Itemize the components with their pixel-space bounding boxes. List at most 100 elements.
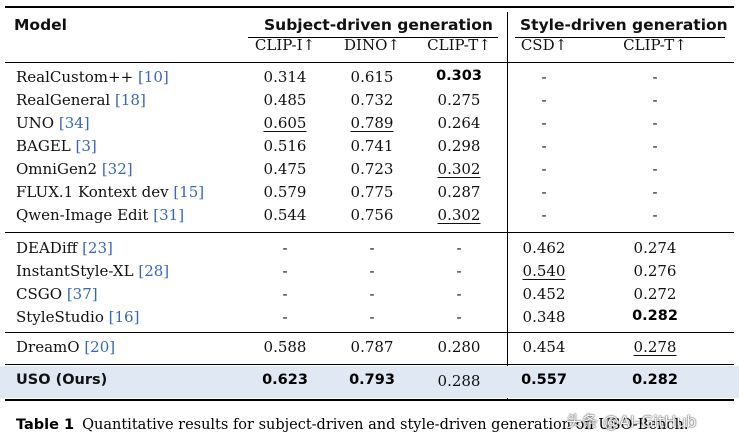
table-cell: 0.298 <box>437 137 481 155</box>
table-cell: 0.272 <box>633 285 677 303</box>
table-cell: 0.557 <box>521 372 567 388</box>
table-cell: 0.282 <box>632 308 678 324</box>
table-cell: - <box>541 68 547 86</box>
table-row: InstantStyle-XL [28] - - - 0.540 0.276 <box>0 260 739 283</box>
table-row: RealGeneral [18] 0.485 0.732 0.275 - - <box>0 89 739 112</box>
table-cell: - <box>282 262 288 280</box>
dreamo-bottom-rule <box>5 364 734 365</box>
subject-driven-group-header: Subject-driven generation <box>264 16 493 34</box>
table-cell: 0.462 <box>522 239 566 257</box>
citation-link[interactable]: [23] <box>82 239 113 257</box>
table-cell: - <box>541 183 547 201</box>
citation-link[interactable]: [16] <box>108 308 140 326</box>
table-cell: 0.540 <box>522 262 566 280</box>
table-cell: 0.579 <box>263 183 307 201</box>
table-cell: - <box>652 114 658 132</box>
table-row: UNO [34] 0.605 0.789 0.264 - - <box>0 112 739 135</box>
table-row: OmniGen2 [32] 0.475 0.723 0.302 - - <box>0 158 739 181</box>
model-name-text: USO (Ours) <box>16 372 108 388</box>
table-cell: 0.789 <box>350 114 394 132</box>
table-cell: 0.787 <box>350 338 394 356</box>
table-cell: - <box>652 206 658 224</box>
model-name: USO (Ours) <box>16 372 107 388</box>
group1-bottom-rule <box>5 232 734 233</box>
model-name-text: Qwen-Image Edit <box>16 206 149 224</box>
table-cell: 0.276 <box>633 262 677 280</box>
model-name: Qwen-Image Edit [31] <box>16 206 184 224</box>
table-cell: - <box>282 285 288 303</box>
table-cell: 0.485 <box>263 91 307 109</box>
model-name: DEADiff [23] <box>16 239 113 257</box>
model-name: UNO [34] <box>16 114 90 132</box>
citation-link[interactable]: [10] <box>137 68 169 86</box>
model-name: FLUX.1 Kontext dev [15] <box>16 183 204 201</box>
citation-link[interactable]: [31] <box>153 206 185 224</box>
citation-link[interactable]: [18] <box>115 91 146 109</box>
table-cell: 0.288 <box>437 372 481 390</box>
model-name-text: UNO <box>16 114 55 132</box>
header-bottom-rule <box>5 62 734 63</box>
table-cell: 0.302 <box>437 160 481 178</box>
table-cell: 0.302 <box>437 206 481 224</box>
group2-bottom-rule <box>5 332 734 333</box>
table-cell: - <box>652 160 658 178</box>
caption-label: Table 1 <box>16 417 75 433</box>
table-cell: - <box>652 91 658 109</box>
citation-link[interactable]: [28] <box>138 262 170 280</box>
metric-header-dino: DINO↑ <box>344 36 400 54</box>
metric-header-row: CLIP-I↑ DINO↑ CLIP-T↑ CSD↑ CLIP-T↑ <box>0 36 739 62</box>
subject-group-rule <box>248 37 498 38</box>
citation-link[interactable]: [34] <box>58 114 90 132</box>
table-cell: - <box>369 308 375 326</box>
citation-link[interactable]: [3] <box>75 137 97 155</box>
table-row: CSGO [37] - - - 0.452 0.272 <box>0 283 739 306</box>
bottom-rule <box>5 399 734 401</box>
table-cell: - <box>456 239 462 257</box>
table-cell: 0.280 <box>437 338 481 356</box>
table-cell: 0.615 <box>350 68 394 86</box>
table-caption: Table 1 Quantitative results for subject-… <box>16 416 688 434</box>
table-cell: - <box>282 239 288 257</box>
model-name: InstantStyle-XL [28] <box>16 262 169 280</box>
table-cell: - <box>541 206 547 224</box>
table-cell: 0.475 <box>263 160 307 178</box>
citation-link[interactable]: [32] <box>101 160 133 178</box>
citation-link[interactable]: [20] <box>84 338 116 356</box>
table-cell: 0.287 <box>437 183 481 201</box>
model-name-text: FLUX.1 Kontext dev <box>16 183 169 201</box>
model-name: OmniGen2 [32] <box>16 160 133 178</box>
top-rule <box>5 6 734 8</box>
table-cell: - <box>541 137 547 155</box>
model-name: RealCustom++ [10] <box>16 68 169 86</box>
model-name: CSGO [37] <box>16 285 98 303</box>
model-name: StyleStudio [16] <box>16 308 139 326</box>
table-cell: 0.605 <box>263 114 307 132</box>
table-cell: - <box>541 160 547 178</box>
table-row: StyleStudio [16] - - - 0.348 0.282 <box>0 306 739 329</box>
model-name-text: DreamO <box>16 338 80 356</box>
table-cell: 0.452 <box>522 285 566 303</box>
table-row: DEADiff [23] - - - 0.462 0.274 <box>0 237 739 260</box>
model-name-text: StyleStudio <box>16 308 104 326</box>
table-row: BAGEL [3] 0.516 0.741 0.298 - - <box>0 135 739 158</box>
table-cell: 0.793 <box>349 372 395 388</box>
model-name-text: OmniGen2 <box>16 160 98 178</box>
table-cell: - <box>369 239 375 257</box>
citation-link[interactable]: [37] <box>66 285 98 303</box>
model-name-text: RealCustom++ <box>16 68 134 86</box>
table-row: Qwen-Image Edit [31] 0.544 0.756 0.302 - - <box>0 204 739 227</box>
watermark: 头条 @AI-GitHub <box>566 412 697 431</box>
table-cell: 0.303 <box>436 68 482 84</box>
model-name-text: DEADiff <box>16 239 78 257</box>
table-cell: - <box>456 262 462 280</box>
citation-link[interactable]: [15] <box>173 183 205 201</box>
table-cell: 0.756 <box>350 206 394 224</box>
metric-header-clip-t-subject: CLIP-T↑ <box>427 36 491 54</box>
style-group-rule <box>515 37 725 38</box>
table-row: FLUX.1 Kontext dev [15] 0.579 0.775 0.287 - - <box>0 181 739 204</box>
style-driven-group-header: Style-driven generation <box>520 16 728 34</box>
metric-header-csd: CSD↑ <box>520 36 568 54</box>
metric-header-clip-i: CLIP-I↑ <box>254 36 316 54</box>
table-body: RealCustom++ [10] 0.314 0.615 0.303- - RealGe… <box>0 66 739 401</box>
